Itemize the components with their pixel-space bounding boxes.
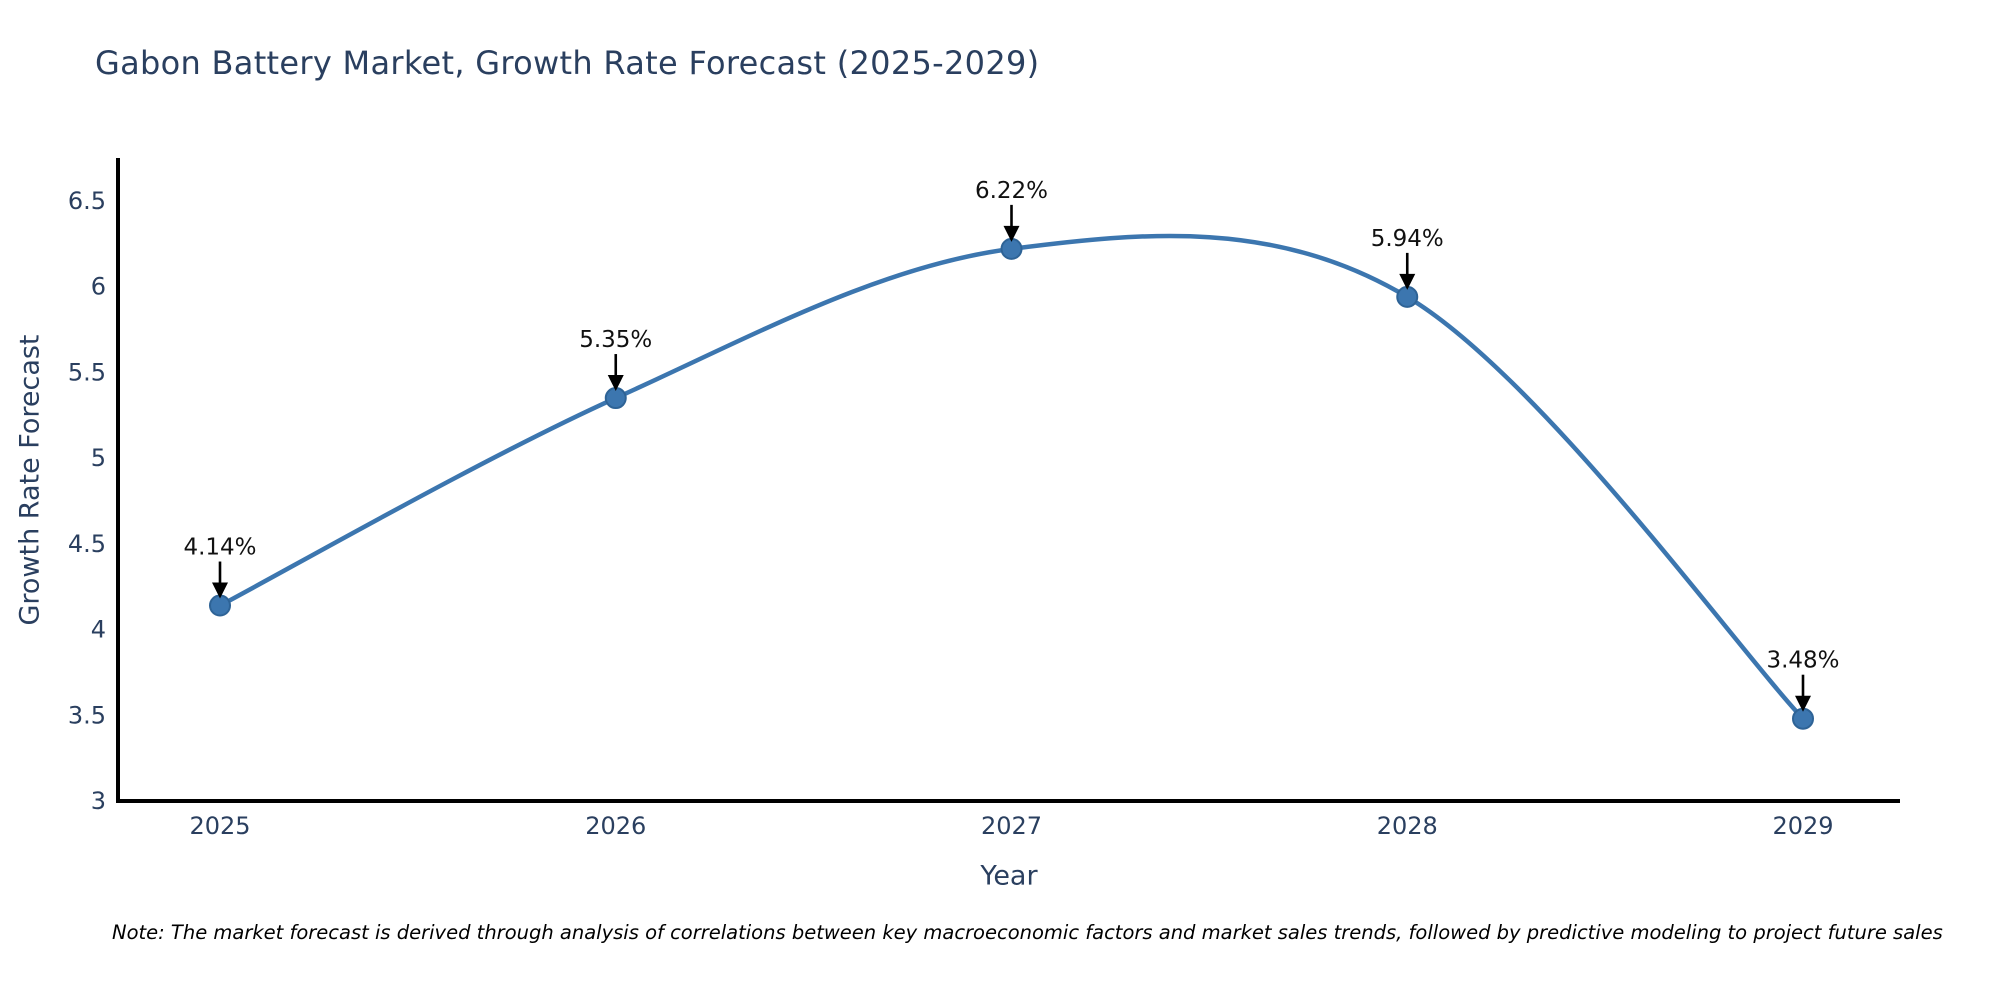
y-tick-label: 6 bbox=[91, 273, 106, 301]
annotation-label: 5.94% bbox=[1371, 226, 1444, 252]
annotation-arrowhead-icon bbox=[212, 582, 228, 599]
y-tick-label: 4 bbox=[91, 616, 106, 644]
annotation-label: 5.35% bbox=[579, 327, 652, 353]
y-tick-label: 5.5 bbox=[68, 358, 106, 386]
y-tick-label: 3.5 bbox=[68, 701, 106, 729]
annotation-label: 4.14% bbox=[183, 535, 256, 561]
x-tick-label: 2026 bbox=[585, 812, 646, 840]
y-tick-label: 4.5 bbox=[68, 530, 106, 558]
x-tick-label: 2025 bbox=[189, 812, 250, 840]
x-tick-label: 2027 bbox=[981, 812, 1042, 840]
y-tick-label: 3 bbox=[91, 787, 106, 815]
x-tick-label: 2029 bbox=[1772, 812, 1833, 840]
y-tick-label: 5 bbox=[91, 444, 106, 472]
x-tick-label: 2028 bbox=[1377, 812, 1438, 840]
chart-title: Gabon Battery Market, Growth Rate Foreca… bbox=[95, 44, 1040, 82]
annotation-arrowhead-icon bbox=[1003, 225, 1020, 242]
y-tick-label: 6.5 bbox=[68, 187, 106, 215]
footnote: Note: The market forecast is derived thr… bbox=[112, 921, 1943, 944]
annotation-arrowhead-icon bbox=[1795, 695, 1811, 712]
annotation-arrowhead-icon bbox=[607, 375, 624, 392]
x-axis-title: Year bbox=[980, 860, 1038, 892]
annotation-label: 6.22% bbox=[975, 178, 1048, 204]
trend-line bbox=[217, 233, 1806, 721]
annotation-arrowhead-icon bbox=[1399, 273, 1416, 290]
annotation-label: 3.48% bbox=[1766, 648, 1839, 674]
